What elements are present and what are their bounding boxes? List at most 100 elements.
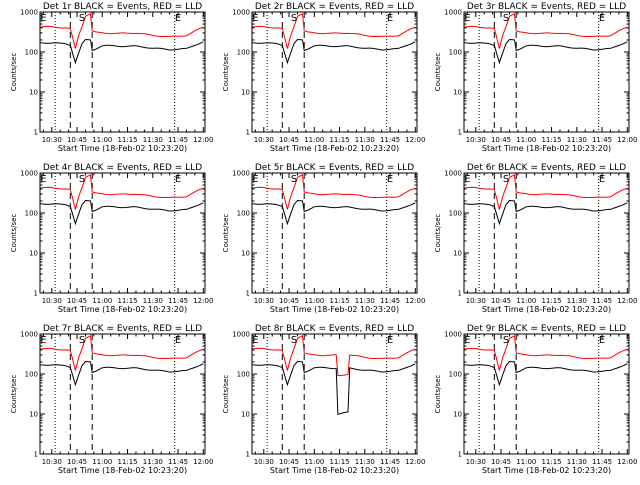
x-axis-label: Start Time (18-Feb-02 10:23:20): [482, 144, 611, 153]
x-tick-label: 11:45: [380, 136, 400, 144]
x-tick-label: 10:45: [67, 458, 87, 466]
x-tick-label: 11:15: [541, 136, 561, 144]
y-tick-label: 1000: [444, 170, 462, 178]
panel-title: Det 7r BLACK = Events, RED = LLD: [43, 324, 202, 334]
y-tick-label: 100: [25, 371, 38, 379]
x-tick-label: 11:30: [355, 458, 375, 466]
x-tick-label: 11:45: [168, 136, 188, 144]
y-tick-label: 100: [449, 49, 462, 57]
y-tick-label: 1000: [444, 331, 462, 339]
series-lld-red: [463, 335, 628, 371]
x-axis-label: Start Time (18-Feb-02 10:23:20): [58, 144, 187, 153]
x-tick-label: 10:45: [279, 136, 299, 144]
x-tick-label: 11:15: [329, 297, 349, 305]
marker-e: E: [599, 335, 605, 346]
x-tick-label: 10:30: [42, 136, 62, 144]
marker-s: S: [503, 335, 509, 346]
series-lld-red: [251, 335, 416, 377]
y-tick-label: 1: [458, 451, 462, 459]
y-tick-label: 1000: [444, 9, 462, 17]
x-tick-label: 11:45: [168, 458, 188, 466]
x-tick-label: 11:15: [329, 458, 349, 466]
marker-e: E: [464, 13, 470, 24]
series-events-black: [463, 360, 628, 387]
y-tick-label: 100: [25, 49, 38, 57]
series-lld-red: [463, 174, 628, 210]
panel-title: Det 6r BLACK = Events, RED = LLD: [467, 163, 626, 173]
x-tick-label: 11:00: [304, 458, 324, 466]
y-tick-label: 1: [34, 129, 38, 137]
marker-e: E: [464, 335, 470, 346]
plot-frame: [39, 333, 206, 455]
x-tick-label: 12:00: [193, 297, 213, 305]
y-tick-label: 10: [241, 89, 250, 97]
marker-e: E: [175, 13, 181, 24]
y-tick-label: 10: [29, 250, 38, 258]
x-tick-label: 10:30: [254, 458, 274, 466]
x-tick-label: 11:30: [567, 458, 587, 466]
y-tick-label: 10: [453, 250, 462, 258]
x-tick-label: 11:00: [516, 136, 536, 144]
x-axis-label: Start Time (18-Feb-02 10:23:20): [270, 305, 399, 314]
x-tick-label: 11:30: [567, 297, 587, 305]
x-tick-label: 12:00: [193, 458, 213, 466]
series-events-black: [463, 199, 628, 226]
y-axis-label: Counts/sec: [222, 53, 230, 92]
panel-det-6: Det 6r BLACK = Events, RED = LLD 1 10 100 10…: [434, 163, 637, 314]
x-tick-label: 11:45: [592, 297, 612, 305]
x-tick-label: 12:00: [405, 458, 425, 466]
y-tick-label: 1000: [232, 331, 250, 339]
series-lld-red: [463, 13, 628, 49]
x-tick-label: 10:45: [491, 136, 511, 144]
marker-e: E: [252, 174, 258, 185]
x-tick-label: 11:15: [117, 136, 137, 144]
y-tick-label: 1: [246, 451, 250, 459]
x-tick-label: 10:30: [466, 136, 486, 144]
marker-s: S: [79, 13, 85, 24]
x-tick-label: 10:45: [67, 297, 87, 305]
plot-frame: [463, 11, 630, 133]
plot-frame: [251, 172, 418, 294]
marker-s: S: [291, 13, 297, 24]
marker-e: E: [387, 335, 393, 346]
panel-det-8: Det 8r BLACK = Events, RED = LLD 1 10 100 10…: [222, 324, 425, 475]
y-axis-label: Counts/sec: [10, 53, 18, 92]
y-axis-label: Counts/sec: [10, 214, 18, 253]
x-tick-label: 11:30: [143, 136, 163, 144]
x-tick-label: 10:45: [279, 297, 299, 305]
marker-e: E: [599, 13, 605, 24]
x-tick-label: 10:30: [254, 297, 274, 305]
y-tick-label: 1: [246, 290, 250, 298]
x-tick-label: 12:00: [617, 136, 637, 144]
x-tick-label: 11:00: [304, 136, 324, 144]
x-tick-label: 11:00: [92, 297, 112, 305]
x-axis-label: Start Time (18-Feb-02 10:23:20): [270, 466, 399, 475]
panel-title: Det 1r BLACK = Events, RED = LLD: [43, 2, 202, 12]
marker-e: E: [599, 174, 605, 185]
x-tick-label: 12:00: [617, 297, 637, 305]
marker-e: E: [40, 174, 46, 185]
panel-det-4: Det 4r BLACK = Events, RED = LLD 1 10 100 10…: [10, 163, 213, 314]
x-axis-label: Start Time (18-Feb-02 10:23:20): [482, 305, 611, 314]
x-tick-label: 11:30: [355, 136, 375, 144]
x-tick-label: 11:00: [92, 458, 112, 466]
x-tick-label: 10:45: [67, 136, 87, 144]
y-tick-label: 10: [453, 411, 462, 419]
panel-det-7: Det 7r BLACK = Events, RED = LLD 1 10 100 10…: [10, 324, 213, 475]
y-tick-label: 100: [237, 371, 250, 379]
series-events-black: [251, 360, 416, 415]
x-tick-label: 11:15: [541, 297, 561, 305]
series-lld-red: [251, 13, 416, 49]
x-tick-label: 10:30: [466, 458, 486, 466]
y-axis-label: Counts/sec: [10, 375, 18, 414]
x-tick-label: 10:45: [491, 458, 511, 466]
marker-s: S: [503, 13, 509, 24]
series-events-black: [39, 199, 204, 226]
x-tick-label: 11:15: [541, 458, 561, 466]
y-axis-label: Counts/sec: [434, 375, 442, 414]
series-lld-red: [251, 174, 416, 210]
panel-det-1: Det 1r BLACK = Events, RED = LLD 1 10 100 10…: [10, 2, 213, 153]
marker-e: E: [175, 174, 181, 185]
marker-e: E: [252, 335, 258, 346]
